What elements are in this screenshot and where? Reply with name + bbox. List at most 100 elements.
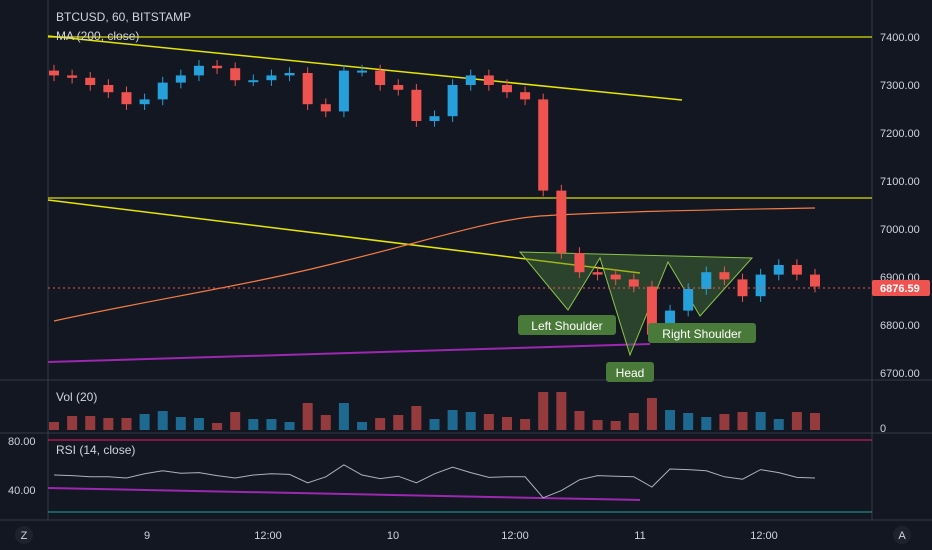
candle-body xyxy=(665,310,676,335)
volume-bar xyxy=(320,415,331,430)
volume-bar xyxy=(556,392,567,430)
rsi-line xyxy=(53,464,816,499)
volume-bar xyxy=(719,414,730,430)
candle-body xyxy=(212,65,223,69)
candle-body xyxy=(248,80,259,83)
candle-body xyxy=(320,104,331,112)
candle-body xyxy=(737,279,748,297)
time-tick-label: 11 xyxy=(634,530,645,542)
candle-body xyxy=(157,82,168,100)
candle-body xyxy=(755,274,766,297)
volume-bar xyxy=(375,418,386,430)
left-shoulder-label-bg xyxy=(518,315,616,335)
candle-body xyxy=(103,85,114,93)
auto-scale-button[interactable] xyxy=(893,526,911,544)
time-tick-label: 12:00 xyxy=(254,530,282,542)
volume-bar xyxy=(121,418,132,430)
volume-bars xyxy=(49,392,820,430)
time-axis[interactable]: 9 12:00 10 12:00 11 12:00 xyxy=(144,530,778,542)
candle-body xyxy=(375,70,386,85)
zoom-button[interactable] xyxy=(15,526,33,544)
last-price-tag xyxy=(872,280,930,296)
ma-200-line xyxy=(53,207,816,322)
candle-body xyxy=(121,92,132,105)
volume-bar xyxy=(520,419,531,430)
price-tick-label: 7100.00 xyxy=(880,176,920,188)
volume-bar xyxy=(665,410,676,430)
volume-bar xyxy=(737,412,748,430)
volume-bar xyxy=(447,410,458,430)
candle-body xyxy=(628,279,639,287)
zoom-button-label[interactable]: Z xyxy=(21,530,28,542)
candle-body xyxy=(230,68,241,81)
candle-body xyxy=(284,73,295,76)
candle-body xyxy=(357,70,368,73)
volume-bar xyxy=(810,413,820,430)
candle-body xyxy=(139,99,150,105)
volume-bar xyxy=(248,419,259,430)
volume-legend[interactable]: Vol (20) xyxy=(56,390,97,404)
candle-body xyxy=(610,274,621,280)
ma-legend[interactable]: MA (200, close) xyxy=(56,29,139,43)
candle-body xyxy=(773,265,784,275)
volume-bar xyxy=(357,422,368,430)
head-label: Head xyxy=(616,366,645,380)
volume-bar xyxy=(791,412,802,430)
volume-bar xyxy=(85,416,96,430)
candle-body xyxy=(701,272,712,289)
price-axis-panel xyxy=(872,0,932,520)
volume-bar xyxy=(429,419,440,430)
candle-body xyxy=(592,272,603,275)
candle-body xyxy=(266,75,277,81)
lower-trendline[interactable] xyxy=(47,199,641,274)
price-tick-label: 6700.00 xyxy=(880,368,920,380)
candle-body xyxy=(810,274,820,287)
upper-trendline[interactable] xyxy=(47,35,683,101)
volume-bar xyxy=(139,414,150,430)
candle-body xyxy=(574,253,585,273)
candle-body xyxy=(683,289,694,311)
candle-body xyxy=(302,73,313,105)
rsi-legend[interactable]: RSI (14, close) xyxy=(56,443,135,457)
left-shoulder-label: Left Shoulder xyxy=(531,319,602,333)
symbol-title[interactable]: BTCUSD, 60, BITSTAMP xyxy=(56,10,191,24)
auto-scale-button-label[interactable]: A xyxy=(898,530,906,542)
candle-body xyxy=(447,85,458,117)
last-price-value: 6876.59 xyxy=(880,283,920,295)
volume-bar xyxy=(193,418,204,430)
price-tick-label: 7400.00 xyxy=(880,32,920,44)
right-shoulder-label: Right Shoulder xyxy=(662,327,741,341)
candle-body xyxy=(429,116,440,121)
price-tick-label: 7000.00 xyxy=(880,224,920,236)
volume-bar xyxy=(338,403,349,430)
volume-zero-label: 0 xyxy=(880,423,886,435)
volume-bar xyxy=(683,413,694,430)
right-shoulder-label-bg xyxy=(648,323,756,343)
candle-body xyxy=(538,99,549,191)
volume-bar xyxy=(701,417,712,430)
volume-bar xyxy=(103,418,114,430)
support-trendline[interactable] xyxy=(47,343,651,363)
candle-body xyxy=(49,70,59,76)
volume-bar xyxy=(411,406,422,430)
volume-bar xyxy=(230,412,241,430)
price-tick-label: 7200.00 xyxy=(880,128,920,140)
volume-bar xyxy=(284,422,295,430)
rsi-level-40: 40.00 xyxy=(8,485,36,497)
volume-bar xyxy=(773,419,784,430)
candle-body xyxy=(556,190,567,253)
volume-bar xyxy=(266,419,277,430)
price-tick-label: 6800.00 xyxy=(880,320,920,332)
volume-bar xyxy=(628,413,639,430)
candle-body xyxy=(791,265,802,275)
candle-body xyxy=(411,89,422,121)
price-tick-label: 7300.00 xyxy=(880,80,920,92)
candle-body xyxy=(175,75,186,83)
rsi-divergence-line[interactable] xyxy=(47,487,641,501)
candle-body xyxy=(483,75,494,85)
volume-bar xyxy=(538,392,549,430)
volume-bar xyxy=(302,403,313,430)
time-tick-label: 9 xyxy=(144,530,150,542)
volume-bar xyxy=(646,398,657,430)
